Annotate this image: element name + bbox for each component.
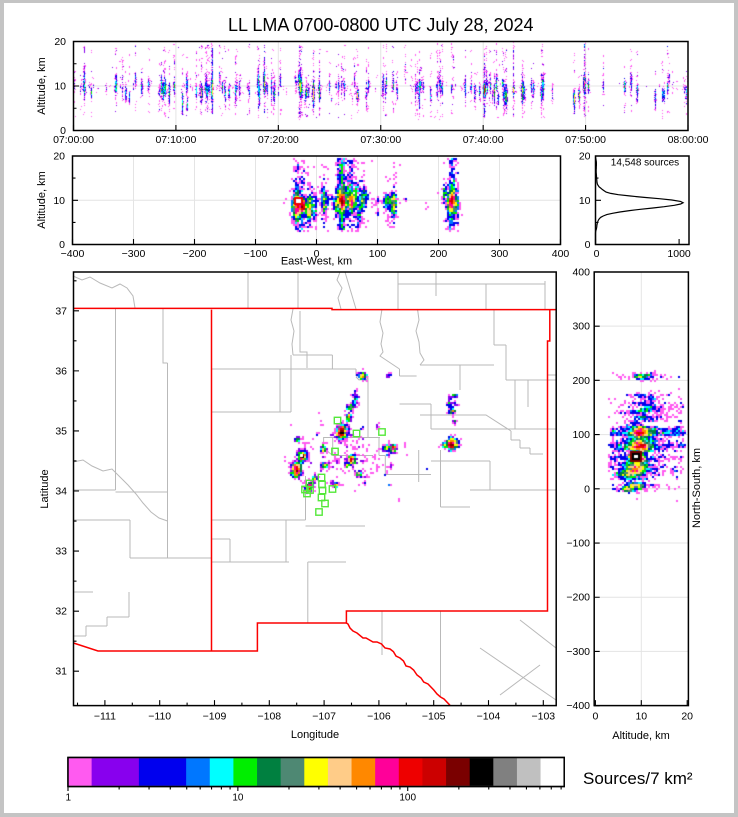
svg-text:Longitude: Longitude [291,729,339,741]
svg-text:100: 100 [369,248,387,260]
svg-text:300: 300 [572,321,590,333]
svg-text:0: 0 [59,239,65,251]
svg-text:0: 0 [60,125,66,137]
svg-text:−300: −300 [566,646,590,658]
svg-text:−110: −110 [148,711,171,723]
svg-text:−400: −400 [566,700,590,712]
svg-text:07:50:00: 07:50:00 [565,134,606,146]
svg-text:10: 10 [635,711,647,723]
svg-text:08:00:00: 08:00:00 [668,134,709,146]
svg-text:37: 37 [55,305,67,317]
svg-text:20: 20 [53,151,65,163]
svg-text:LL LMA 0700-0800 UTC July 28,: LL LMA 0700-0800 UTC July 28, 2024 [228,15,534,35]
svg-text:31: 31 [55,666,67,678]
svg-text:−400: −400 [61,248,85,260]
svg-text:−200: −200 [566,592,590,604]
svg-text:400: 400 [572,266,590,278]
svg-text:07:00:00: 07:00:00 [53,134,94,146]
svg-text:400: 400 [552,248,570,260]
svg-text:−100: −100 [244,248,268,260]
svg-text:36: 36 [55,365,67,377]
svg-text:−105: −105 [422,711,446,723]
svg-text:0: 0 [592,711,598,723]
svg-text:−103: −103 [531,711,555,723]
svg-text:33: 33 [55,546,67,558]
svg-text:−100: −100 [566,538,590,550]
svg-text:Altitude, km: Altitude, km [36,57,48,114]
svg-text:100: 100 [399,793,416,804]
svg-text:34: 34 [55,486,67,498]
svg-text:−108: −108 [257,711,281,723]
svg-text:−300: −300 [122,248,146,260]
svg-text:07:30:00: 07:30:00 [360,134,401,146]
svg-text:0: 0 [585,239,591,251]
svg-text:Altitude, km: Altitude, km [612,730,669,742]
svg-text:Latitude: Latitude [39,469,51,508]
svg-text:200: 200 [572,375,590,387]
svg-text:10: 10 [54,81,66,93]
svg-text:100: 100 [572,429,590,441]
svg-text:14,548 sources: 14,548 sources [611,158,679,169]
svg-text:0: 0 [314,248,320,260]
svg-text:0: 0 [584,483,590,495]
svg-text:300: 300 [491,248,509,260]
svg-text:20: 20 [681,711,693,723]
svg-text:200: 200 [430,248,448,260]
svg-text:−109: −109 [203,711,227,723]
svg-text:Altitude, km: Altitude, km [36,171,48,228]
svg-text:1: 1 [66,793,72,804]
svg-text:−200: −200 [183,248,207,260]
svg-text:35: 35 [55,425,67,437]
svg-text:07:40:00: 07:40:00 [463,134,504,146]
svg-text:−107: −107 [312,711,336,723]
svg-text:−111: −111 [94,711,116,723]
svg-text:10: 10 [53,195,65,207]
svg-text:20: 20 [54,36,66,48]
svg-text:32: 32 [55,606,67,618]
svg-text:Sources/7 km²: Sources/7 km² [583,769,693,788]
svg-text:20: 20 [579,151,591,163]
svg-text:10: 10 [232,793,244,804]
svg-text:07:10:00: 07:10:00 [155,134,196,146]
svg-text:07:20:00: 07:20:00 [258,134,299,146]
svg-text:−106: −106 [367,711,391,723]
svg-text:1000: 1000 [667,248,691,260]
svg-text:−104: −104 [477,711,501,723]
svg-text:0: 0 [594,248,600,260]
svg-text:North-South, km: North-South, km [691,448,703,528]
svg-text:East-West, km: East-West, km [281,256,352,268]
svg-text:10: 10 [579,195,591,207]
